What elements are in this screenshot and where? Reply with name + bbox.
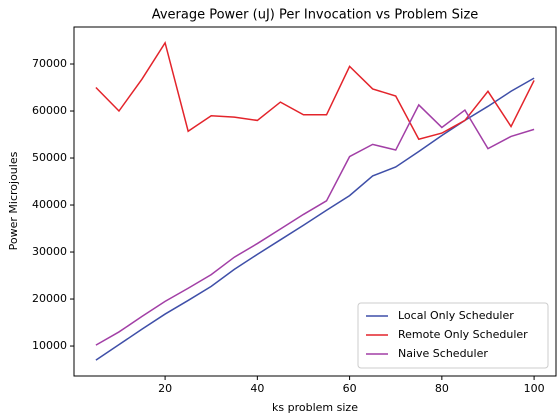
plot-frame <box>73 26 557 377</box>
legend-label: Naive Scheduler <box>398 347 488 360</box>
y-tick-label: 40000 <box>32 198 67 211</box>
y-tick-label: 60000 <box>32 104 67 117</box>
x-axis-label: ks problem size <box>272 401 358 414</box>
y-tick-label: 20000 <box>32 292 67 305</box>
y-tick-label: 70000 <box>32 57 67 70</box>
chart-title: Average Power (uJ) Per Invocation vs Pro… <box>152 8 479 23</box>
legend-box <box>357 302 549 369</box>
x-tick-label: 20 <box>158 382 172 395</box>
x-tick-label: 40 <box>250 382 264 395</box>
y-tick-label: 50000 <box>32 151 67 164</box>
y-axis-label: Power Microjoules <box>7 151 20 250</box>
y-tick-label: 10000 <box>32 339 67 352</box>
legend-label: Remote Only Scheduler <box>398 328 528 341</box>
series-line <box>95 103 535 346</box>
x-tick-label: 100 <box>524 382 545 395</box>
x-tick-label: 60 <box>343 382 357 395</box>
series-line <box>95 41 535 141</box>
y-tick-label: 30000 <box>32 245 67 258</box>
x-tick-label: 80 <box>435 382 449 395</box>
legend-label: Local Only Scheduler <box>398 309 514 322</box>
